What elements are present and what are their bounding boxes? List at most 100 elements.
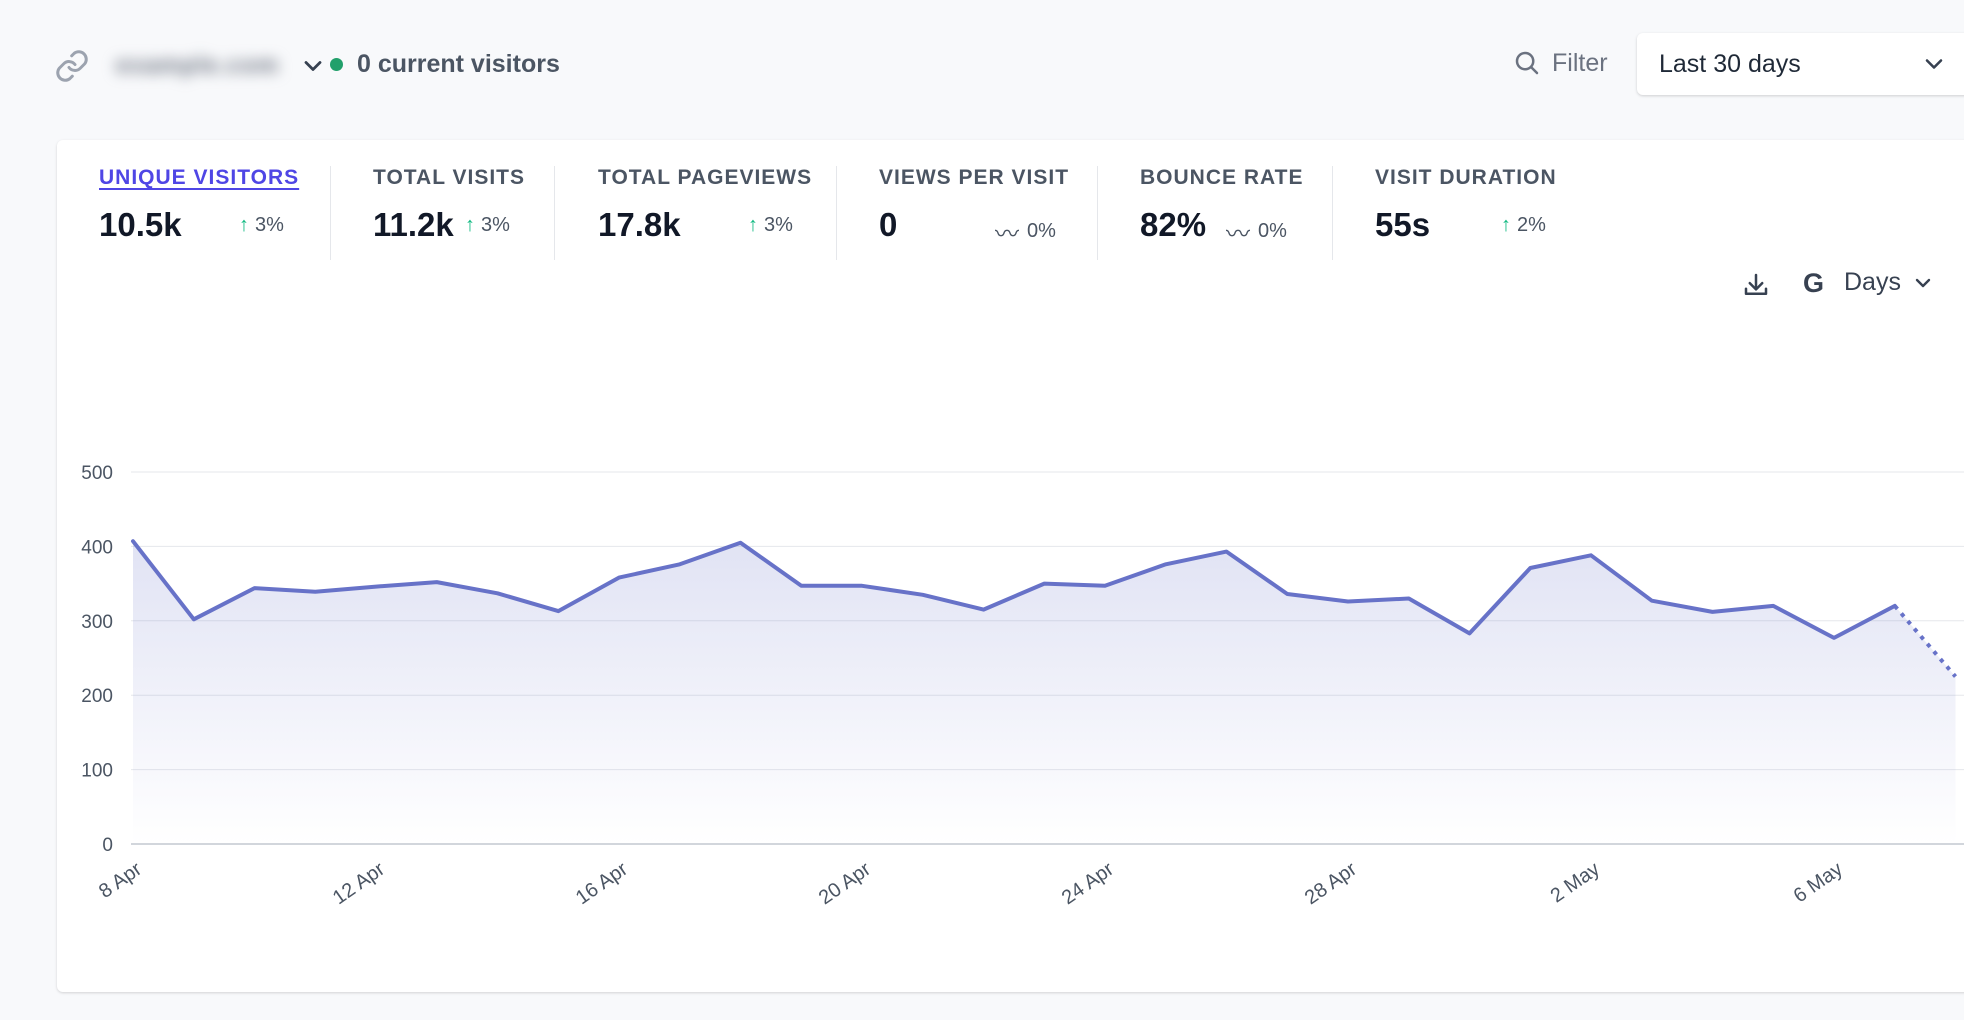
data-point[interactable] [1889,600,1901,612]
y-tick-label: 400 [81,537,113,558]
visitors-chart[interactable]: 0 100 200 300 400 500 8 Apr 12 Apr 16 Apr 20 Apr… [57,280,1964,992]
data-point[interactable] [1828,632,1840,644]
metric-change: ↑ 2% [1501,214,1546,237]
data-point[interactable] [492,587,504,599]
metric-change: 〰 0% [995,214,1056,249]
period-label: Last 30 days [1659,49,1801,78]
site-name: example.com [116,52,280,79]
data-point[interactable] [188,613,200,625]
data-point[interactable] [1038,578,1050,590]
top-bar: example.com 0 current visitors Filter La… [0,0,1964,132]
divider [836,166,837,260]
metric-change: 〰 0% [1226,214,1287,249]
period-selector[interactable]: Last 30 days [1637,33,1964,95]
data-point[interactable] [552,605,564,617]
data-point[interactable] [309,586,321,598]
data-point[interactable] [1585,549,1597,561]
metric-visit-duration[interactable]: VISIT DURATION 55s ↑ 2% [1375,166,1556,260]
arrow-up-icon: ↑ [748,214,758,236]
data-point[interactable] [1464,627,1476,639]
filter-button[interactable]: Filter [1512,48,1608,78]
x-tick-label: 16 Apr [572,858,632,909]
data-point[interactable] [1342,595,1354,607]
metric-value: 10.5k [99,206,182,243]
metric-change: ↑ 3% [239,214,284,237]
x-tick-label: 2 May [1547,858,1604,907]
metric-label: BOUNCE RATE [1140,166,1304,189]
site-selector[interactable]: example.com [54,48,327,84]
y-tick-label: 100 [81,761,113,782]
metric-views-per-visit[interactable]: VIEWS PER VISIT 0 〰 0% [879,166,1068,260]
google-search-console-icon[interactable]: G [1803,268,1825,298]
arrow-up-icon: ↑ [239,214,249,236]
metric-change-value: 2% [1517,214,1546,236]
arrow-up-icon: ↑ [465,214,475,236]
data-point[interactable] [1707,606,1719,618]
chevron-down-icon [304,61,322,71]
metric-change-value: 3% [481,214,510,236]
data-point[interactable] [856,580,868,592]
metric-unique-visitors[interactable]: UNIQUE VISITORS 10.5k ↑ 3% [99,166,298,260]
data-point[interactable] [917,589,929,601]
search-icon [1515,51,1539,75]
divider [330,166,331,260]
y-tick-label: 500 [81,463,113,484]
metric-value: 11.2k [373,206,454,243]
data-point[interactable] [1281,588,1293,600]
data-point[interactable] [370,581,382,593]
data-point[interactable] [1160,558,1172,570]
metric-change: ↑ 3% [465,214,510,237]
metric-label: TOTAL PAGEVIEWS [598,166,813,189]
visitor-graph-card: UNIQUE VISITORS 10.5k ↑ 3% TOTAL VISITS … [57,140,1964,992]
x-tick-label: 24 Apr [1058,858,1118,909]
metric-bounce-rate[interactable]: BOUNCE RATE 82% 〰 0% [1140,166,1302,260]
data-point[interactable] [1950,671,1962,683]
metric-total-pageviews[interactable]: TOTAL PAGEVIEWS 17.8k ↑ 3% [598,166,811,260]
data-point[interactable] [735,537,747,549]
metric-change-value: 3% [764,214,793,236]
metric-value: 82% [1140,206,1207,243]
metric-label: VIEWS PER VISIT [879,166,1070,189]
tilde-icon: 〰 [1226,221,1250,248]
download-icon[interactable] [1741,270,1771,300]
metric-label: TOTAL VISITS [373,166,526,189]
data-point[interactable] [674,558,686,570]
divider [554,166,555,260]
data-point[interactable] [613,572,625,584]
metric-label: VISIT DURATION [1375,166,1557,189]
x-tick-label: 28 Apr [1301,858,1361,909]
y-tick-label: 0 [102,835,113,856]
chevron-down-icon [1915,278,1931,287]
data-point[interactable] [1524,562,1536,574]
metric-change-value: 0% [1027,220,1056,242]
x-tick-label: 6 May [1790,858,1847,907]
y-tick-label: 300 [81,612,113,633]
y-tick-label: 200 [81,686,113,707]
metric-label: UNIQUE VISITORS [99,166,300,189]
data-point[interactable] [1767,600,1779,612]
interval-selector[interactable]: Days [1844,268,1935,297]
metric-change-value: 0% [1258,220,1287,242]
data-point[interactable] [1221,546,1233,558]
divider [1332,166,1333,260]
data-point[interactable] [978,604,990,616]
metric-value: 0 [879,206,898,243]
tilde-icon: 〰 [995,221,1019,248]
data-point[interactable] [1646,595,1658,607]
data-point[interactable] [1403,592,1415,604]
chevron-down-icon [1925,59,1943,69]
data-point[interactable] [431,576,443,588]
current-visitors[interactable]: 0 current visitors [330,50,560,79]
top-stats: UNIQUE VISITORS 10.5k ↑ 3% TOTAL VISITS … [57,140,1964,264]
interval-label: Days [1844,268,1901,296]
metric-total-visits[interactable]: TOTAL VISITS 11.2k ↑ 3% [373,166,524,260]
filter-label: Filter [1552,48,1608,77]
metric-value: 17.8k [598,206,681,243]
chart-area [133,541,1956,844]
data-point[interactable] [249,582,261,594]
data-point[interactable] [1099,580,1111,592]
metric-change: ↑ 3% [748,214,793,237]
metric-value: 55s [1375,206,1431,243]
data-point[interactable] [795,580,807,592]
data-point[interactable] [127,535,139,547]
